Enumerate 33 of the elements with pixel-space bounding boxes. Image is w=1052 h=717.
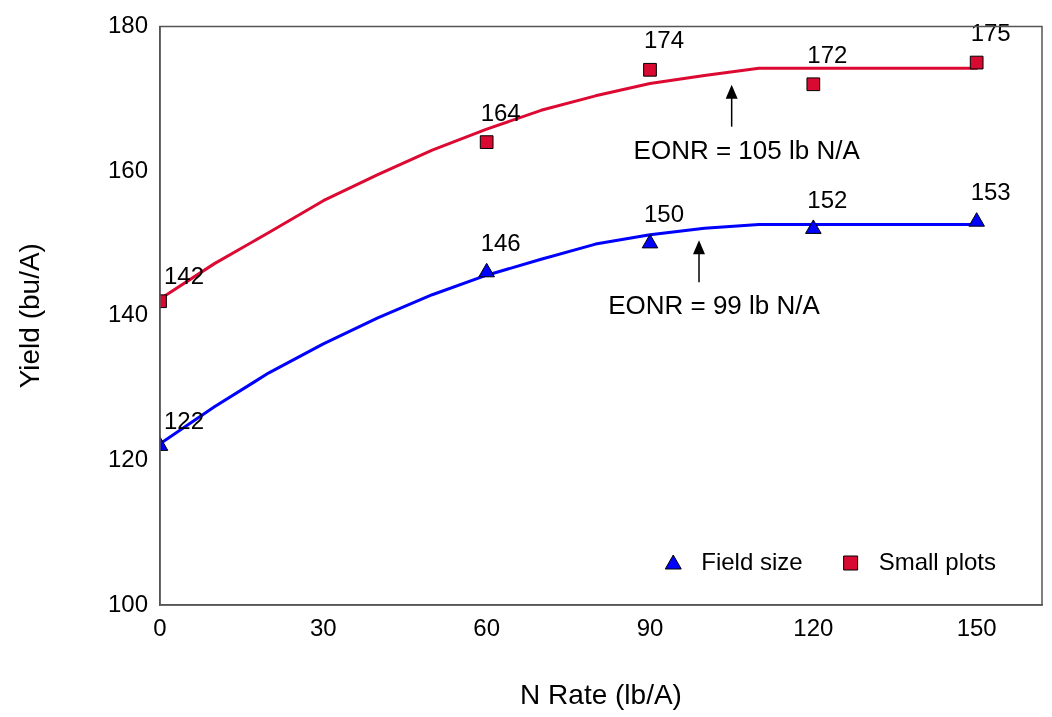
legend-label: Small plots bbox=[878, 547, 996, 575]
y-axis-title: Yield (bu/A) bbox=[13, 243, 45, 389]
x-tick-label: 30 bbox=[309, 614, 337, 642]
annotation: EONR = 99 lb N/A bbox=[608, 290, 821, 321]
legend-label: Field size bbox=[701, 547, 803, 575]
data-label: 153 bbox=[970, 178, 1011, 206]
point bbox=[643, 62, 657, 77]
x-tick-label: 60 bbox=[473, 614, 501, 642]
y-tick-label: 180 bbox=[107, 11, 148, 39]
y-tick-label: 120 bbox=[107, 444, 148, 472]
point bbox=[806, 77, 821, 92]
y-tick-label: 100 bbox=[107, 589, 148, 617]
data-label: 152 bbox=[807, 185, 848, 213]
data-label: 164 bbox=[480, 98, 521, 126]
y-tick-label: 140 bbox=[107, 300, 148, 328]
data-label: 175 bbox=[970, 19, 1011, 47]
annotation: EONR = 105 lb N/A bbox=[633, 134, 861, 165]
point bbox=[969, 55, 984, 70]
x-axis-title: N Rate (lb/A) bbox=[520, 678, 682, 710]
x-tick-label: 120 bbox=[793, 614, 834, 642]
x-tick-label: 90 bbox=[636, 614, 664, 642]
point bbox=[478, 262, 495, 278]
x-tick-label: 0 bbox=[153, 614, 167, 642]
data-label: 174 bbox=[643, 26, 685, 54]
point bbox=[479, 135, 494, 149]
x-tick-label: 150 bbox=[956, 614, 997, 642]
point bbox=[968, 212, 985, 227]
data-label: 146 bbox=[480, 228, 521, 256]
y-tick-label: 160 bbox=[107, 155, 148, 183]
point bbox=[641, 233, 659, 249]
data-label: 172 bbox=[807, 40, 848, 68]
data-label: 150 bbox=[643, 200, 685, 227]
point bbox=[805, 219, 822, 234]
